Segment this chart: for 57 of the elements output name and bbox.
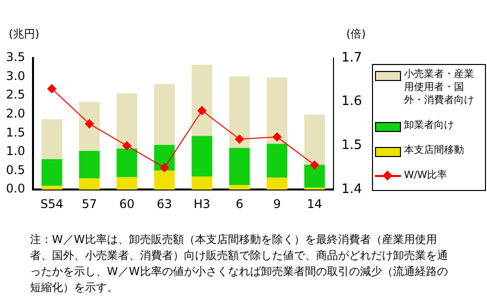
x-tick-label: 14 [306, 196, 322, 211]
bar [192, 64, 212, 136]
bar [192, 176, 212, 190]
x-tick-label: S54 [40, 196, 64, 211]
y2-tick-label: 1.4 [341, 182, 362, 197]
point [160, 163, 169, 172]
bar [192, 136, 212, 176]
bar [266, 78, 288, 144]
bar [79, 102, 100, 151]
point [197, 106, 206, 116]
point [84, 119, 94, 128]
legend-label: 本支店間移動 [404, 144, 464, 157]
x-tick-label: 60 [119, 196, 135, 211]
x-tick-label: 9 [273, 196, 281, 211]
bar [304, 164, 325, 188]
x-tick-label: 63 [156, 196, 172, 211]
bar [154, 84, 175, 145]
bar [42, 159, 62, 186]
bar [116, 93, 138, 149]
y2-tick-label: 1.5 [341, 138, 362, 154]
y-tick-label: 0.0 [6, 182, 26, 196]
y2-axis-title: (倍) [346, 27, 366, 40]
y-tick-label: 3.5 [6, 50, 26, 64]
bar [116, 148, 138, 178]
point [122, 141, 132, 150]
x-tick-label: 57 [82, 196, 98, 211]
bar [304, 114, 325, 165]
legend-label: 小売業者・産業用使用者・国外・消費者向け [404, 68, 475, 107]
point [235, 134, 244, 144]
y2-tick-label: 1.7 [341, 50, 362, 66]
bar [116, 177, 138, 190]
bar [79, 178, 100, 190]
point [310, 160, 320, 170]
point [272, 132, 282, 142]
y-tick-label: 3.0 [6, 68, 26, 83]
legend-label: W/W比率 [404, 169, 448, 182]
y-tick-label: 1.5 [6, 125, 26, 140]
bar [229, 76, 250, 148]
bar [154, 170, 175, 190]
legend-label: 卸業者向け [404, 119, 454, 132]
y2-tick-label: 1.6 [341, 94, 362, 110]
y-tick-label: 1.0 [6, 144, 26, 158]
bar [42, 119, 62, 160]
y-tick-label: 2.5 [6, 88, 26, 102]
y-axis-title: (兆円) [8, 27, 40, 40]
x-tick-label: H3 [194, 196, 210, 211]
bar [42, 186, 62, 190]
bar [266, 144, 288, 178]
point [47, 84, 56, 94]
bar [229, 148, 250, 186]
bar [266, 178, 288, 190]
bar [229, 185, 250, 190]
text: 注：W／W比率は、卸売販売額（本支店間移動を除く）を最終消費者（産業用使用者、国外、小売業者、消費者）向け販売額で除した値で、商品がどれだけ卸売業を通ったかを示し、W／W比率の値が小さくなれば卸売業者間の取引の減少（流通経路の短縮化）を示す。 [30, 232, 449, 296]
y-tick-label: 0.5 [6, 162, 26, 177]
x-tick-label: 6 [236, 196, 244, 211]
bar [79, 150, 100, 178]
y-tick-label: 2.0 [6, 106, 26, 121]
